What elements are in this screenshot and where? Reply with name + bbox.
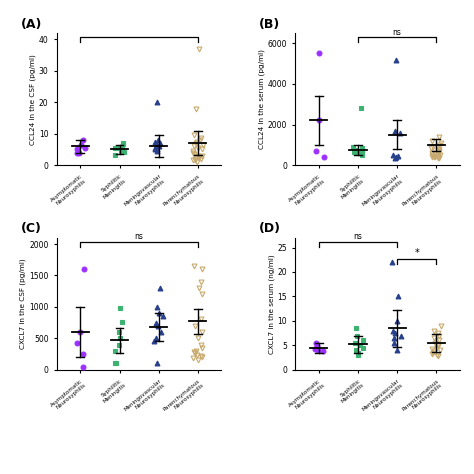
Text: (A): (A) (21, 18, 42, 30)
Y-axis label: CCL24 in the serum (pg/ml): CCL24 in the serum (pg/ml) (258, 49, 264, 149)
Text: (B): (B) (259, 18, 281, 30)
Text: ns: ns (354, 232, 363, 241)
Text: ns: ns (392, 27, 401, 36)
Y-axis label: CCL24 in the CSF (pg/ml): CCL24 in the CSF (pg/ml) (29, 54, 36, 145)
Y-axis label: CXCL7 in the CSF (pg/ml): CXCL7 in the CSF (pg/ml) (20, 258, 27, 349)
Y-axis label: CXCL7 in the serum (ng/ml): CXCL7 in the serum (ng/ml) (268, 254, 274, 354)
Text: ns: ns (135, 232, 144, 241)
Text: *: * (414, 248, 419, 258)
Text: (C): (C) (21, 222, 42, 235)
Text: (D): (D) (259, 222, 281, 235)
